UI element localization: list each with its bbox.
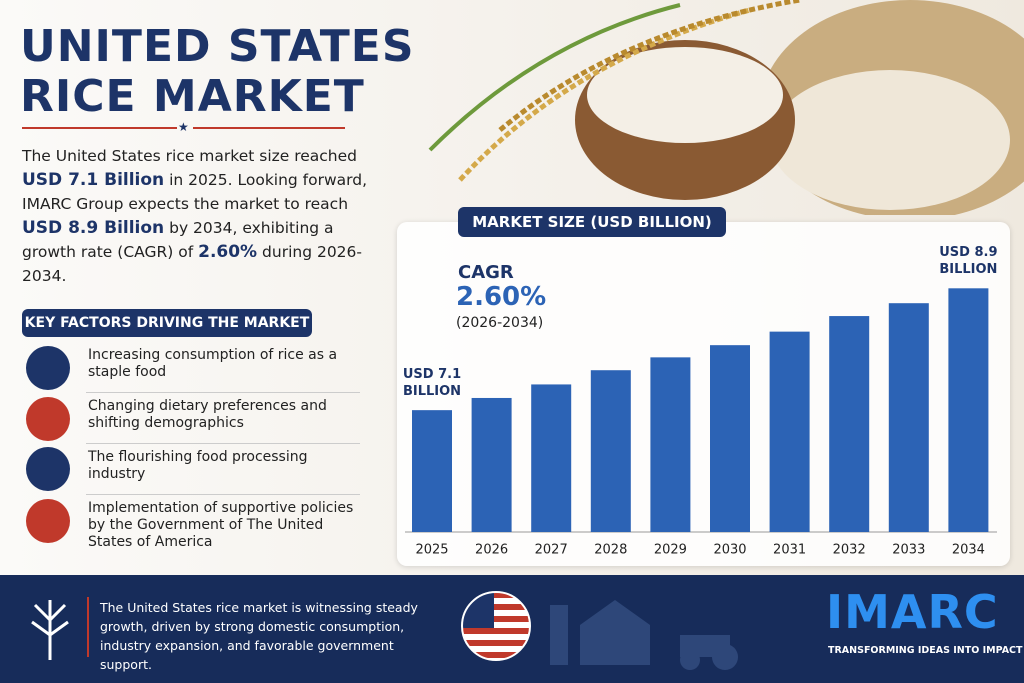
- x-tick-label: 2030: [713, 543, 746, 558]
- star: ★: [178, 120, 189, 134]
- intro-text: during 2026-2034.: [22, 243, 363, 285]
- intro-highlight: 2.60%: [198, 242, 258, 262]
- factor: The flourishing food processing industry: [88, 449, 308, 482]
- factor: Increasing consumption of rice as a stap…: [88, 347, 338, 380]
- factor: Implementation of supportive policies by…: [88, 500, 354, 550]
- bar: [412, 410, 452, 532]
- cagr-label: CAGR: [458, 262, 514, 283]
- chart: 2025 2026 2027 2028 2029 2030 2031 2032 2033 2034: [405, 288, 997, 558]
- factor-icon: [26, 346, 70, 390]
- separator: [86, 392, 360, 393]
- tagline: TRANSFORMING IDEAS INTO IMPACT: [828, 645, 1023, 656]
- separator: [86, 443, 360, 444]
- separator: [86, 494, 360, 495]
- intro-text: by 2034, exhibiting a growth rate (CAGR)…: [22, 219, 334, 261]
- intro-text: in 2025.: [169, 171, 233, 189]
- flag-icon: [461, 591, 531, 661]
- footer-text: The United States rice market is witness…: [100, 600, 418, 672]
- x-tick-label: 2027: [535, 543, 568, 558]
- bar: [829, 316, 870, 532]
- bar: [888, 303, 929, 532]
- x-tick-label: 2034: [952, 543, 985, 558]
- intro-highlight: USD 7.1 Billion: [22, 170, 165, 190]
- title: RICE MARKET: [20, 71, 365, 122]
- value-label: USD 8.9 BILLION: [939, 245, 998, 278]
- farm-illustration: [550, 600, 738, 670]
- bar: [471, 397, 512, 532]
- value-label: USD 7.1 BILLION: [402, 367, 462, 400]
- factors-title: KEY FACTORS DRIVING THE MARKET: [22, 309, 312, 337]
- bar: [710, 345, 750, 532]
- factor-icon: [26, 447, 70, 491]
- divider: [87, 597, 89, 657]
- x-tick-label: 2025: [415, 543, 448, 558]
- intro: The United States rice market size reach…: [22, 144, 382, 288]
- x-tick-label: 2033: [892, 543, 925, 558]
- x-tick-label: 2029: [654, 543, 687, 558]
- bar: [948, 288, 989, 532]
- x-tick-label: 2026: [475, 543, 508, 558]
- intro-text: Looking forward, IMARC Group expects the…: [22, 171, 368, 213]
- wheat-icon: [31, 600, 69, 660]
- x-tick-label: 2032: [833, 543, 866, 558]
- divider: [193, 127, 345, 129]
- factor: Changing dietary preferences and shiftin…: [88, 398, 327, 431]
- rice-image: [428, 0, 1024, 215]
- divider: [22, 127, 177, 129]
- bar: [531, 384, 572, 532]
- bar: [590, 370, 631, 532]
- cagr-value: 2.60%: [456, 282, 547, 312]
- brand: IMARC: [826, 585, 999, 639]
- x-tick-label: 2028: [594, 543, 627, 558]
- x-tick-label: 2031: [773, 543, 806, 558]
- bar: [650, 357, 691, 532]
- factor-icon: [26, 499, 70, 543]
- chart-title: MARKET SIZE (USD BILLION): [458, 207, 726, 237]
- title: UNITED STATES: [20, 21, 415, 72]
- intro-text: The United States rice market size reach…: [22, 147, 358, 165]
- bar: [769, 331, 810, 532]
- intro-highlight: USD 8.9 Billion: [22, 218, 165, 238]
- cagr-period: (2026-2034): [456, 315, 544, 331]
- factor-icon: [26, 397, 70, 441]
